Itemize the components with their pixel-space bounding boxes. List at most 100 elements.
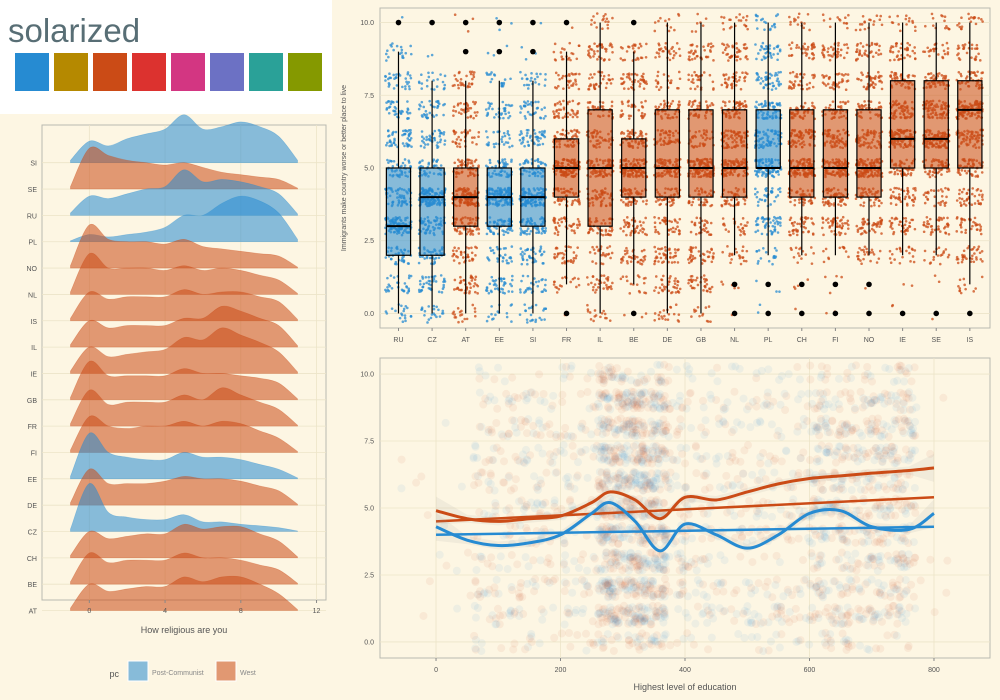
jitter-point	[668, 277, 671, 280]
jitter-point	[460, 131, 464, 134]
jitter-point	[506, 130, 510, 133]
jitter-point	[476, 292, 479, 295]
jitter-point	[408, 87, 411, 91]
jitter-point	[755, 279, 758, 283]
jitter-point	[535, 72, 538, 76]
jitter-point	[419, 104, 422, 108]
jitter-point	[405, 285, 408, 288]
jitter-point	[566, 111, 570, 115]
jitter-point	[623, 221, 627, 224]
jitter-point	[388, 140, 392, 143]
jitter-point	[556, 84, 560, 88]
jitter-point	[778, 290, 781, 293]
jitter-point	[420, 114, 424, 117]
jitter-point	[655, 51, 659, 54]
box-x-tick-label: BE	[629, 337, 639, 344]
jitter-point	[592, 248, 596, 251]
jitter-point	[505, 259, 508, 262]
jitter-point	[658, 286, 662, 290]
jitter-point	[773, 74, 777, 77]
jitter-point	[642, 221, 645, 224]
jitter-point	[642, 78, 645, 82]
jitter-point	[571, 115, 575, 119]
jitter-point	[535, 231, 538, 235]
jitter-point	[455, 141, 458, 145]
jitter-point	[503, 107, 507, 111]
jitter-point	[539, 72, 542, 76]
jitter-point	[723, 81, 727, 85]
jitter-point	[540, 232, 543, 235]
jitter-point	[627, 255, 631, 259]
jitter-point	[458, 142, 461, 146]
jitter-point	[510, 245, 514, 248]
jitter-point	[423, 313, 426, 317]
jitter-point	[386, 100, 390, 103]
jitter-point	[384, 288, 387, 292]
jitter-point	[630, 256, 634, 260]
jitter-point	[388, 144, 391, 148]
jitter-point	[694, 30, 698, 33]
jitter-point	[677, 229, 681, 232]
jitter-point	[693, 87, 697, 91]
jitter-point	[406, 117, 409, 120]
jitter-point	[473, 160, 477, 163]
jitter-point	[500, 287, 503, 291]
jitter-point	[562, 99, 565, 103]
jitter-point	[432, 79, 435, 82]
jitter-point	[386, 49, 389, 53]
jitter-point	[654, 250, 658, 253]
jitter-point	[390, 144, 393, 148]
jitter-point	[405, 80, 408, 84]
jitter-point	[436, 78, 439, 81]
jitter-point	[439, 164, 443, 167]
jitter-point	[600, 46, 604, 49]
jitter-point	[604, 233, 608, 237]
jitter-point	[669, 251, 672, 255]
jitter-point	[574, 80, 577, 83]
jitter-point	[570, 229, 574, 232]
jitter-point	[487, 291, 491, 295]
jitter-point	[594, 291, 597, 294]
jitter-point	[492, 53, 496, 57]
jitter-point	[728, 26, 732, 30]
jitter-point	[520, 132, 523, 135]
jitter-point	[629, 260, 633, 263]
jitter-point	[745, 224, 748, 228]
jitter-point	[519, 105, 522, 108]
legend-key	[215, 660, 237, 682]
jitter-point	[690, 258, 693, 262]
jitter-point	[387, 85, 391, 88]
jitter-point	[455, 255, 458, 258]
jitter-point	[432, 277, 436, 281]
jitter-point	[426, 143, 430, 146]
jitter-point	[620, 100, 624, 104]
jitter-point	[611, 50, 614, 54]
jitter-point	[433, 136, 436, 140]
jitter-point	[456, 226, 460, 230]
jitter-point	[657, 317, 661, 321]
jitter-point	[656, 80, 660, 84]
jitter-point	[510, 22, 513, 25]
jitter-point	[453, 74, 456, 77]
jitter-point	[572, 259, 576, 263]
jitter-point	[730, 253, 734, 257]
jitter-point	[436, 146, 439, 150]
jitter-point	[630, 229, 634, 233]
jitter-point	[592, 319, 595, 323]
jitter-point	[403, 164, 407, 167]
jitter-point	[552, 112, 556, 116]
jitter-point	[435, 85, 439, 88]
box-outlier	[395, 19, 402, 26]
jitter-point	[526, 321, 529, 324]
jitter-point	[642, 255, 646, 259]
jitter-point	[660, 283, 664, 286]
jitter-point	[420, 130, 424, 133]
jitter-point	[489, 249, 493, 253]
jitter-point	[635, 226, 639, 230]
jitter-point	[521, 250, 524, 254]
jitter-point	[539, 137, 542, 140]
jitter-point	[664, 41, 668, 45]
jitter-point	[627, 200, 631, 204]
jitter-point	[676, 283, 679, 287]
jitter-point	[500, 84, 504, 88]
